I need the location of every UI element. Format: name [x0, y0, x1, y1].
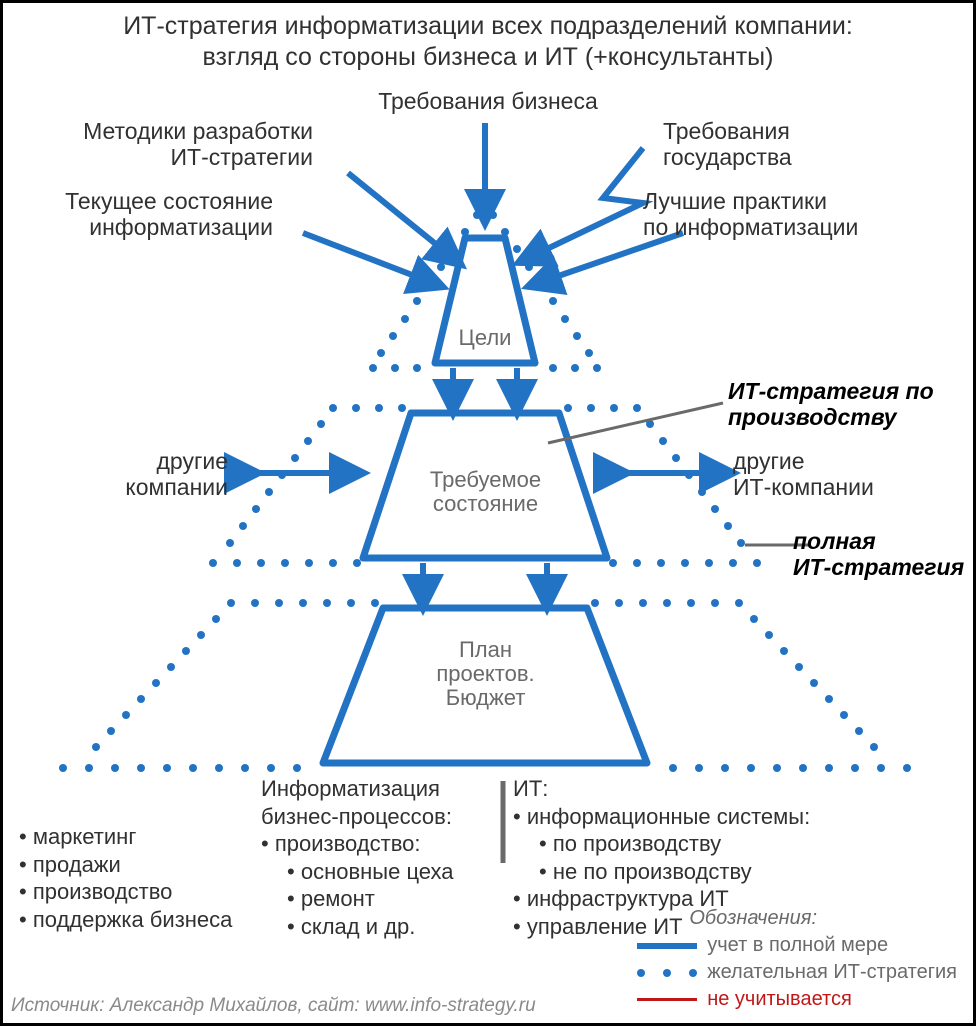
diagram-container: ИТ-стратегия информатизации всех подразд… [0, 0, 976, 1026]
column-1: маркетинг продажи производство поддержка… [19, 823, 239, 933]
swatch-red-icon [637, 998, 697, 1001]
source-attribution: Источник: Александр Михайлов, сайт: www.… [11, 995, 536, 1017]
swatch-dotted-icon [637, 969, 697, 977]
legend-title: Обозначения: [637, 905, 957, 932]
label-top-right-2: Лучшие практики по информатизации [643, 188, 858, 241]
legend: Обозначения: учет в полной мере желатель… [637, 905, 957, 1013]
pyramid-level-2: Требуемое состояние [398, 468, 573, 516]
callout-full-strategy: полная ИТ-стратегия [793, 528, 964, 581]
pyramid-level-3: План проектов. Бюджет [398, 638, 573, 711]
label-side-right: другие ИТ-компании [733, 448, 874, 501]
column-2: Информатизация бизнес-процессов: произво… [261, 775, 501, 940]
callout-production-strategy: ИТ-стратегия по производству [728, 378, 934, 431]
input-arrows [303, 123, 683, 283]
legend-row-solid: учет в полной мере [637, 932, 957, 959]
pyramid-level-1: Цели [435, 326, 535, 350]
legend-row-red: не учитывается [637, 986, 957, 1013]
label-top-right-1: Требования государства [663, 118, 792, 171]
label-side-left: другие компании [125, 448, 228, 501]
label-top-left-2: Текущее состояние информатизации [65, 188, 273, 241]
swatch-solid-icon [637, 943, 697, 949]
label-top-left-1: Методики разработки ИТ-стратегии [83, 118, 313, 171]
label-top-center: Требования бизнеса [303, 88, 673, 114]
legend-row-dotted: желательная ИТ-стратегия [637, 959, 957, 986]
